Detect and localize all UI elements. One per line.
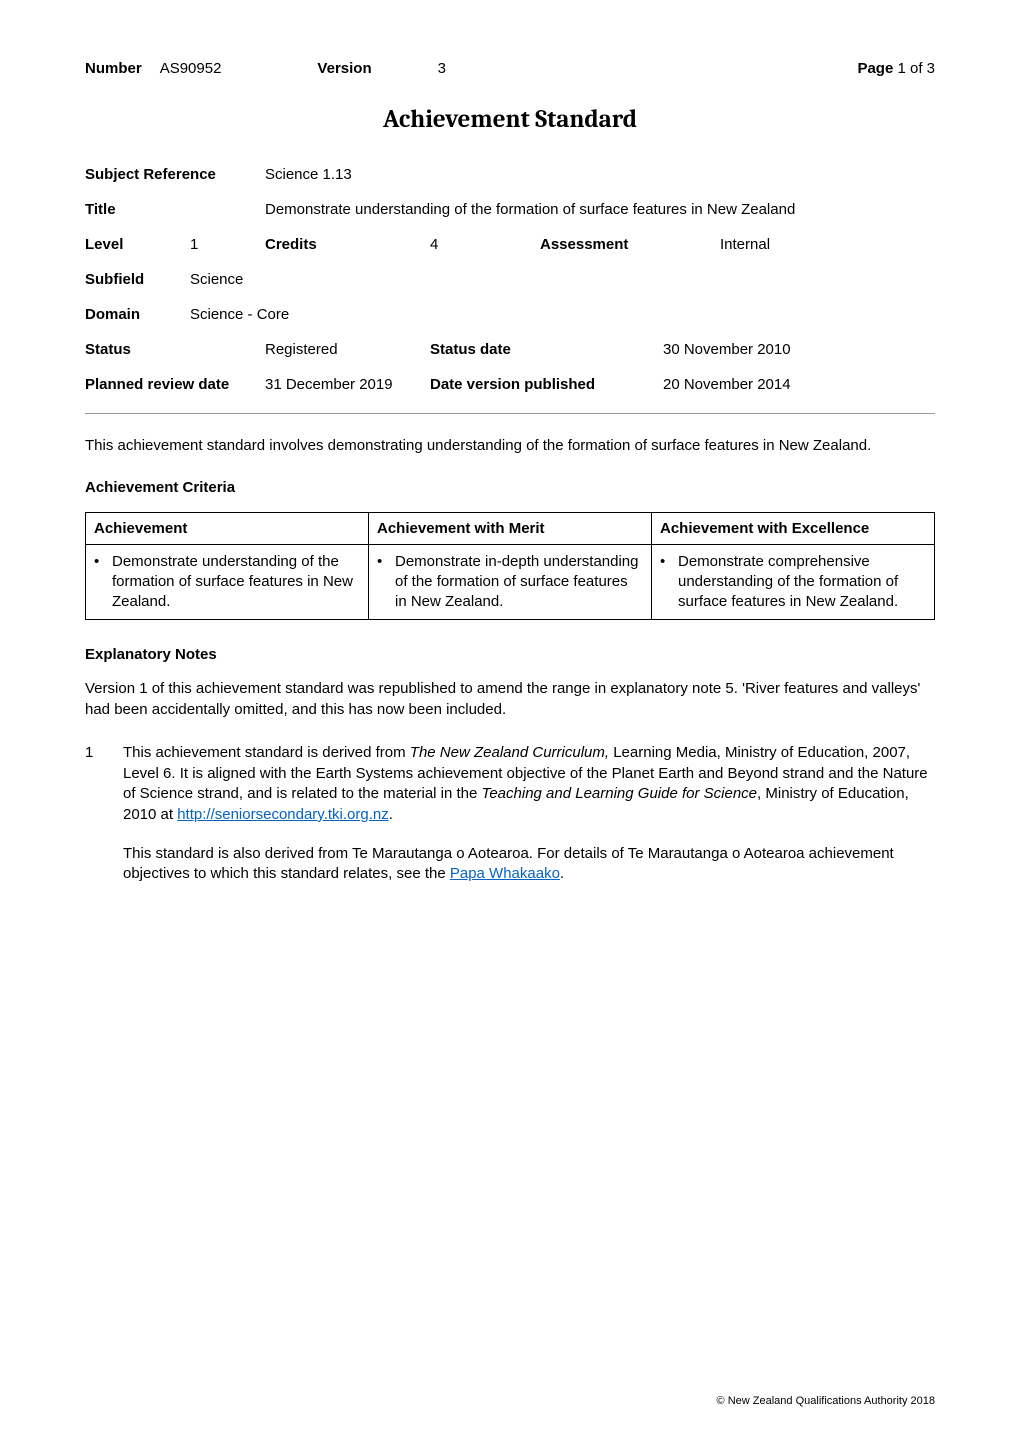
credits-label: Credits [265,236,430,253]
subfield-label: Subfield [85,271,190,288]
version-label: Version [317,60,371,77]
bullet-item: • Demonstrate understanding of the forma… [94,552,360,613]
version-note-paragraph: Version 1 of this achievement standard w… [85,679,935,720]
bullet-item: • Demonstrate comprehensive understandin… [660,552,926,613]
divider [85,413,935,414]
title-label: Title [85,201,265,218]
level-credits-assessment-row: Level 1 Credits 4 Assessment Internal [85,236,935,253]
status-date-value: 30 November 2010 [663,341,935,358]
criteria-heading: Achievement Criteria [85,479,935,496]
table-row: • Demonstrate understanding of the forma… [86,544,935,620]
bullet-icon: • [377,552,395,613]
note-1: 1 This achievement standard is derived f… [85,743,935,826]
criteria-table: Achievement Achievement with Merit Achie… [85,512,935,621]
spacer [390,60,420,77]
bullet-icon: • [660,552,678,613]
title-value: Demonstrate understanding of the formati… [265,201,935,218]
domain-row: Domain Science - Core [85,306,935,323]
link-tki[interactable]: http://seniorsecondary.tki.org.nz [177,806,389,823]
status-label: Status [85,341,265,358]
note-body: This achievement standard is derived fro… [123,743,935,826]
header-left: Number AS90952 Version 3 [85,60,446,77]
main-title: Achievement Standard [85,105,935,134]
domain-label: Domain [85,306,190,323]
page-header: Number AS90952 Version 3 Page 1 of 3 [85,60,935,77]
title-row: Title Demonstrate understanding of the f… [85,201,935,218]
level-label: Level [85,236,190,253]
header-achievement: Achievement [86,512,369,544]
spacer [239,60,299,77]
bullet-item: • Demonstrate in-depth understanding of … [377,552,643,613]
subject-reference-value: Science 1.13 [265,166,935,183]
explanatory-heading: Explanatory Notes [85,646,935,663]
table-header-row: Achievement Achievement with Merit Achie… [86,512,935,544]
intro-paragraph: This achievement standard involves demon… [85,436,935,457]
subfield-value: Science [190,271,935,288]
footer-copyright: © New Zealand Qualifications Authority 2… [717,1395,935,1407]
number-value: AS90952 [160,60,222,77]
bullet-text: Demonstrate understanding of the formati… [112,552,360,613]
review-label: Planned review date [85,376,265,393]
page-value: 1 of 3 [897,60,935,77]
header-right: Page 1 of 3 [857,60,935,77]
cell-merit: • Demonstrate in-depth understanding of … [369,544,652,620]
review-row: Planned review date 31 December 2019 Dat… [85,376,935,393]
level-value: 1 [190,236,265,253]
subfield-row: Subfield Science [85,271,935,288]
italic-text: Teaching and Learning Guide for Science [482,785,757,802]
header-excellence: Achievement with Excellence [652,512,935,544]
assessment-label: Assessment [540,236,720,253]
text-segment: This achievement standard is derived fro… [123,744,410,761]
bullet-icon: • [94,552,112,613]
bullet-text: Demonstrate comprehensive understanding … [678,552,926,613]
subject-reference-row: Subject Reference Science 1.13 [85,166,935,183]
status-row: Status Registered Status date 30 Novembe… [85,341,935,358]
number-label: Number [85,60,142,77]
page-label: Page [857,60,893,77]
note-1b-paragraph: This standard is also derived from Te Ma… [123,844,935,885]
cell-excellence: • Demonstrate comprehensive understandin… [652,544,935,620]
published-value: 20 November 2014 [663,376,935,393]
bullet-text: Demonstrate in-depth understanding of th… [395,552,643,613]
review-value: 31 December 2019 [265,376,430,393]
credits-value: 4 [430,236,540,253]
status-date-label: Status date [430,341,663,358]
published-label: Date version published [430,376,663,393]
link-papa-whakaako[interactable]: Papa Whakaako [450,865,560,882]
header-merit: Achievement with Merit [369,512,652,544]
version-value: 3 [438,60,446,77]
domain-value: Science - Core [190,306,935,323]
text-segment: . [389,806,393,823]
subject-reference-label: Subject Reference [85,166,265,183]
text-segment: . [560,865,564,882]
assessment-value: Internal [720,236,935,253]
italic-text: The New Zealand Curriculum, [410,744,609,761]
note-number: 1 [85,743,123,826]
cell-achievement: • Demonstrate understanding of the forma… [86,544,369,620]
status-value: Registered [265,341,430,358]
